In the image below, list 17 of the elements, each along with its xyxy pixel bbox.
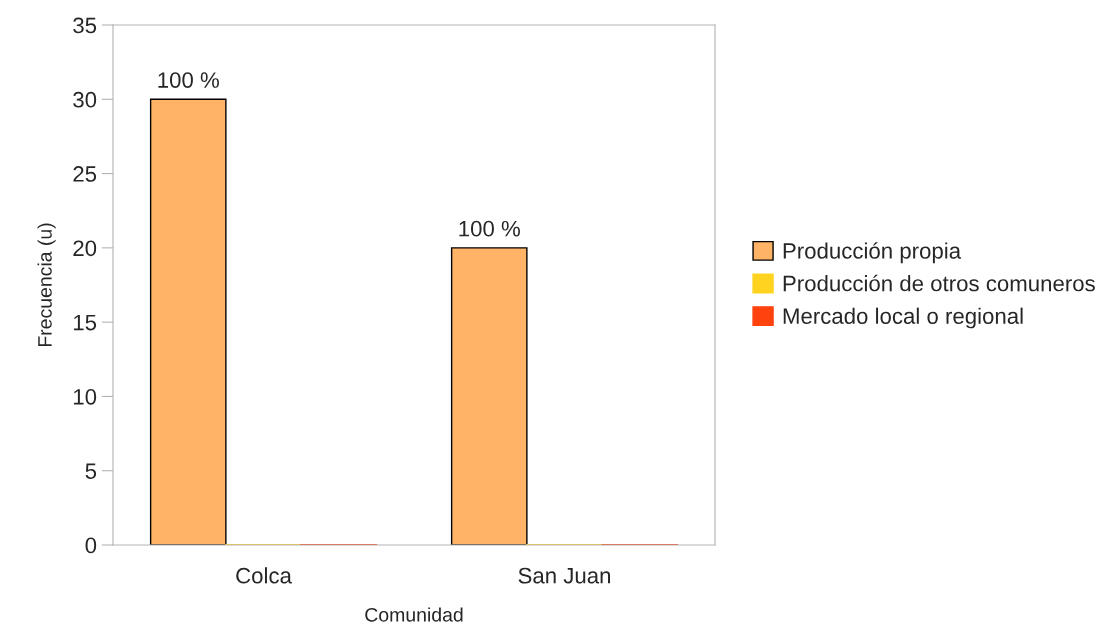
x-axis-title: Comunidad — [365, 607, 463, 622]
x-tick-label: Colca — [236, 567, 292, 584]
y-tick-label: 15 — [74, 314, 97, 331]
legend-label: Producción de otros comuneros — [783, 274, 1095, 292]
y-axis-title: Frecuencia (u) — [37, 223, 56, 347]
y-tick-label: 30 — [73, 91, 97, 108]
y-tick-label: 20 — [73, 240, 97, 257]
legend-label: Mercado local o regional — [783, 307, 1023, 329]
y-tick-label: 5 — [85, 463, 97, 479]
x-tick-label: San Juan — [518, 567, 611, 584]
y-tick-label: 10 — [74, 388, 97, 405]
annotation: 100 % — [158, 72, 219, 88]
annotation: 100 % — [459, 220, 520, 237]
y-tick-label: 0 — [85, 537, 97, 554]
legend-label: Producción propia — [783, 242, 962, 264]
y-tick-label: 25 — [73, 166, 97, 182]
y-tick-label: 35 — [73, 17, 97, 34]
